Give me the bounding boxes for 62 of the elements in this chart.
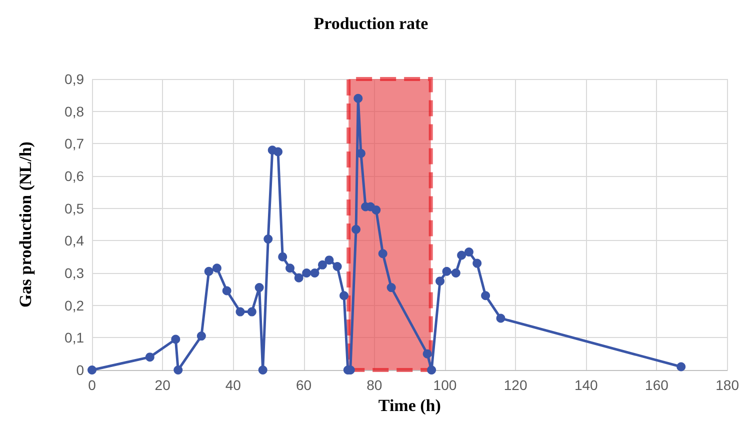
point [278, 252, 288, 262]
point [274, 147, 283, 156]
point [352, 224, 361, 234]
point [236, 307, 245, 316]
chart-title: Production rate [314, 14, 429, 33]
x-tick-label: 20 [154, 377, 171, 393]
point [196, 332, 206, 341]
point [318, 260, 327, 270]
point [340, 291, 349, 300]
y-tick-label: 0 [76, 362, 84, 378]
point [481, 291, 490, 300]
point [332, 262, 342, 272]
y-tick-label: 0,9 [64, 71, 84, 87]
point [174, 366, 183, 374]
point [354, 94, 363, 103]
point [294, 273, 304, 282]
y-tick-label: 0,8 [64, 103, 84, 120]
point [286, 264, 295, 273]
x-tick-label: 0 [88, 377, 96, 393]
point [310, 268, 320, 278]
point [372, 205, 381, 214]
point [324, 256, 334, 265]
point [254, 283, 264, 292]
point [457, 250, 466, 260]
y-axis-title: Gas production (NL/h) [16, 142, 35, 308]
point [427, 366, 436, 374]
y-tick-label: 0,6 [64, 168, 84, 184]
y-tick-label: 0,3 [64, 265, 84, 281]
point [451, 268, 460, 278]
point [212, 264, 222, 273]
x-axis-title: Time (h) [378, 396, 441, 415]
x-tick-label: 120 [504, 377, 528, 393]
x-tick-label: 160 [645, 377, 669, 393]
point [386, 283, 396, 292]
point [378, 249, 388, 258]
y-tick-label: 0,5 [64, 200, 84, 216]
point [204, 266, 214, 276]
point [442, 266, 452, 276]
y-tick-label: 0,7 [64, 136, 84, 152]
point [472, 258, 482, 268]
point [88, 366, 96, 374]
y-tick-label: 0,2 [64, 297, 84, 314]
x-tick-label: 180 [716, 377, 740, 393]
point [496, 314, 506, 323]
y-tick-label: 0,1 [64, 330, 84, 346]
x-tick-label: 140 [574, 377, 598, 393]
point [302, 268, 312, 278]
point [264, 234, 273, 244]
x-tick-label: 100 [433, 377, 457, 393]
point [222, 286, 232, 296]
x-tick-label: 80 [366, 377, 382, 393]
x-tick-label: 40 [225, 377, 242, 393]
x-tick-label: 60 [296, 377, 312, 393]
point [145, 352, 154, 362]
point [464, 247, 474, 256]
y-tick-label: 0,4 [64, 232, 84, 249]
point [258, 366, 268, 374]
point [171, 334, 180, 344]
point [422, 349, 432, 358]
point [436, 276, 445, 286]
point [676, 362, 686, 372]
point [247, 307, 256, 316]
